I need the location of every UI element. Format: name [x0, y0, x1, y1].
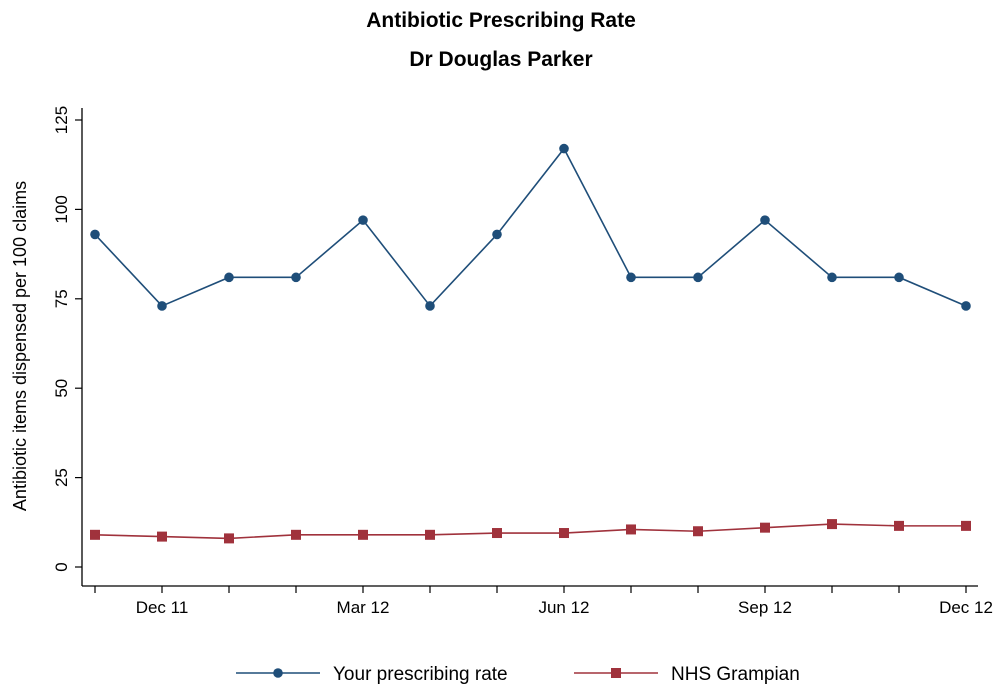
data-point — [626, 524, 636, 535]
x-tick-label: Dec 12 — [939, 598, 993, 617]
data-point — [291, 272, 301, 283]
data-point — [291, 529, 301, 540]
y-tick-label: 75 — [52, 289, 71, 308]
data-point — [492, 528, 502, 539]
data-point — [559, 528, 569, 539]
x-tick-label: Dec 11 — [136, 598, 189, 617]
series-layer — [90, 143, 971, 544]
data-point — [827, 519, 837, 530]
legend-item-0: Your prescribing rate — [236, 664, 508, 685]
data-point — [559, 143, 569, 154]
data-point — [90, 529, 100, 540]
data-point — [224, 533, 234, 544]
axes — [81, 108, 978, 587]
legend: Your prescribing rate NHS Grampian — [236, 664, 800, 685]
legend-item-1: NHS Grampian — [574, 664, 800, 685]
y-tick-label: 0 — [52, 562, 71, 571]
x-tick-label: Jun 12 — [538, 598, 589, 617]
legend-label: Your prescribing rate — [333, 664, 508, 685]
data-point — [358, 529, 368, 540]
data-point — [760, 215, 770, 225]
data-point — [425, 301, 435, 311]
legend-marker — [611, 668, 621, 678]
y-tick-label: 125 — [52, 106, 71, 134]
data-point — [961, 520, 971, 531]
y-tick-label: 50 — [52, 379, 71, 398]
legend-label: NHS Grampian — [671, 664, 800, 685]
series-line — [94, 523, 966, 540]
legend-marker — [273, 668, 283, 678]
y-tick-label: 100 — [52, 195, 71, 223]
data-point — [760, 522, 770, 533]
data-point — [224, 272, 234, 283]
series-line — [94, 147, 967, 308]
chart-title: Antibiotic Prescribing Rate — [366, 9, 636, 32]
data-point — [626, 272, 636, 283]
data-point — [894, 520, 904, 531]
x-tick-label: Mar 12 — [337, 598, 390, 617]
data-point — [894, 272, 904, 283]
data-point — [827, 272, 837, 283]
series-1 — [90, 519, 971, 544]
series-0 — [90, 143, 971, 311]
data-point — [492, 229, 502, 240]
chart-subtitle: Dr Douglas Parker — [409, 48, 593, 71]
data-point — [157, 531, 167, 542]
y-tick-label: 25 — [52, 468, 71, 487]
y-axis-title: Antibiotic items dispensed per 100 claim… — [10, 181, 30, 511]
data-point — [961, 301, 971, 311]
data-point — [90, 229, 100, 240]
axis-ticks: 0 25 50 75 100 125 Dec 11 Mar 12 Jun 12 Sep 12 Dec… — [52, 106, 993, 617]
x-tick-label: Sep 12 — [738, 598, 792, 617]
data-point — [693, 272, 703, 283]
data-point — [358, 215, 368, 225]
data-point — [157, 301, 167, 311]
data-point — [425, 529, 435, 540]
data-point — [693, 526, 703, 537]
